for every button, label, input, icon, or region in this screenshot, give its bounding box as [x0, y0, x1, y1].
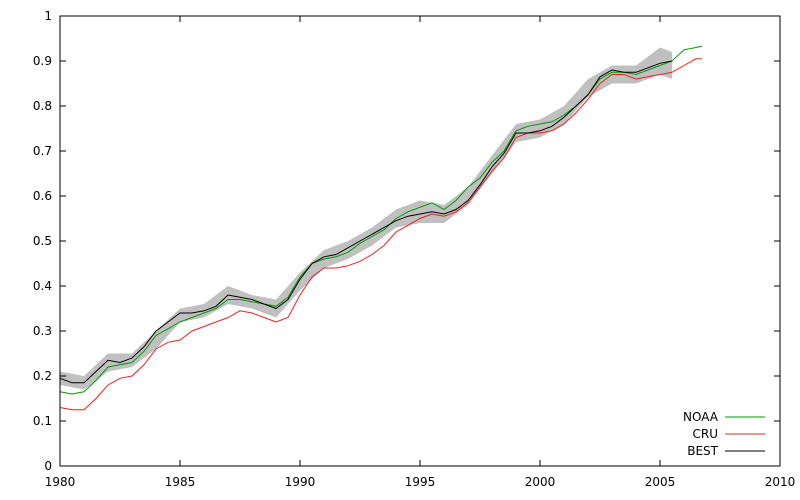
series-line-best	[59, 60, 673, 384]
best-uncertainty-band	[60, 47, 672, 390]
y-tick-label: 0.8	[33, 99, 52, 113]
x-tick-label: 1980	[45, 475, 76, 489]
y-tick-label: 0.2	[33, 369, 52, 383]
y-tick-label: 0.5	[33, 234, 52, 248]
y-tick-label: 0	[44, 459, 52, 473]
y-axis: 0 0.1 0.2 0.3 0.4 0.5 0.6 0.7 0.8 0.9 1	[33, 9, 780, 473]
series-line-cru	[59, 58, 702, 411]
legend-label-best: BEST	[687, 444, 718, 458]
series-line-noaa	[59, 45, 703, 395]
x-tick-label: 1985	[165, 475, 196, 489]
x-axis: 1980 1985 1990 1995 2000 2005 2010	[45, 16, 796, 489]
x-tick-label: 2005	[645, 475, 676, 489]
y-tick-label: 0.4	[33, 279, 52, 293]
plot-frame	[59, 15, 781, 467]
x-tick-label: 1995	[405, 475, 436, 489]
y-tick-label: 0.6	[33, 189, 52, 203]
x-tick-label: 1990	[285, 475, 316, 489]
y-tick-label: 0.7	[33, 144, 52, 158]
series-layer	[59, 45, 703, 411]
legend-label-noaa: NOAA	[683, 410, 719, 424]
x-tick-label: 2010	[765, 475, 796, 489]
legend-label-cru: CRU	[693, 427, 719, 441]
legend: NOAA CRU BEST	[683, 410, 765, 458]
y-tick-label: 1	[44, 9, 52, 23]
uncertainty-band-layer	[60, 47, 672, 390]
y-tick-label: 0.1	[33, 414, 52, 428]
y-tick-label: 0.9	[33, 54, 52, 68]
y-tick-label: 0.3	[33, 324, 52, 338]
x-tick-label: 2000	[525, 475, 556, 489]
